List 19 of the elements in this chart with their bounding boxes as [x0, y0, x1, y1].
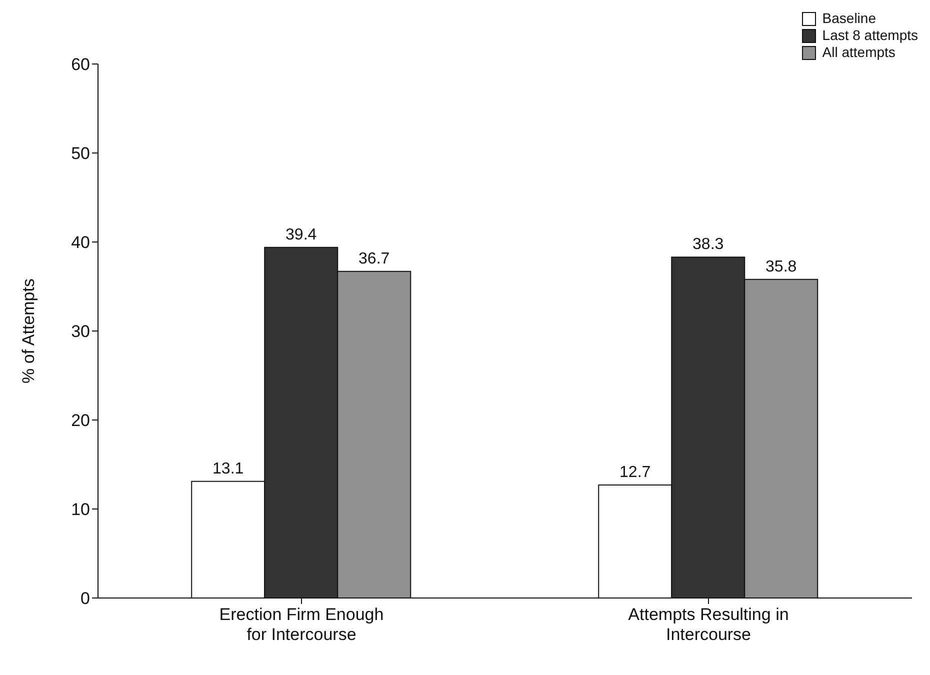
data-label: 38.3 [692, 236, 724, 254]
data-label: 36.7 [358, 250, 390, 268]
legend-label: Last 8 attempts [822, 27, 918, 44]
y-tick-label: 60 [71, 55, 90, 74]
y-tick-label: 30 [71, 322, 90, 342]
data-label: 39.4 [286, 226, 317, 244]
legend-label: All attempts [822, 44, 896, 61]
legend-label: Baseline [822, 10, 876, 27]
data-label: 35.8 [766, 258, 797, 276]
y-tick-label: 40 [71, 233, 90, 252]
y-axis-title: % of Attempts [19, 278, 38, 384]
y-tick-label: 0 [80, 589, 90, 608]
y-tick-label: 10 [71, 500, 90, 520]
x-tick-label: Erection Firm Enough for Intercourse [219, 605, 384, 644]
y-tick-label: 20 [71, 411, 90, 430]
y-tick-label: 50 [71, 144, 90, 164]
data-label: 12.7 [620, 464, 651, 481]
data-label: 13.1 [212, 460, 244, 478]
x-tick-label: Attempts Resulting in Intercourse [628, 605, 789, 644]
